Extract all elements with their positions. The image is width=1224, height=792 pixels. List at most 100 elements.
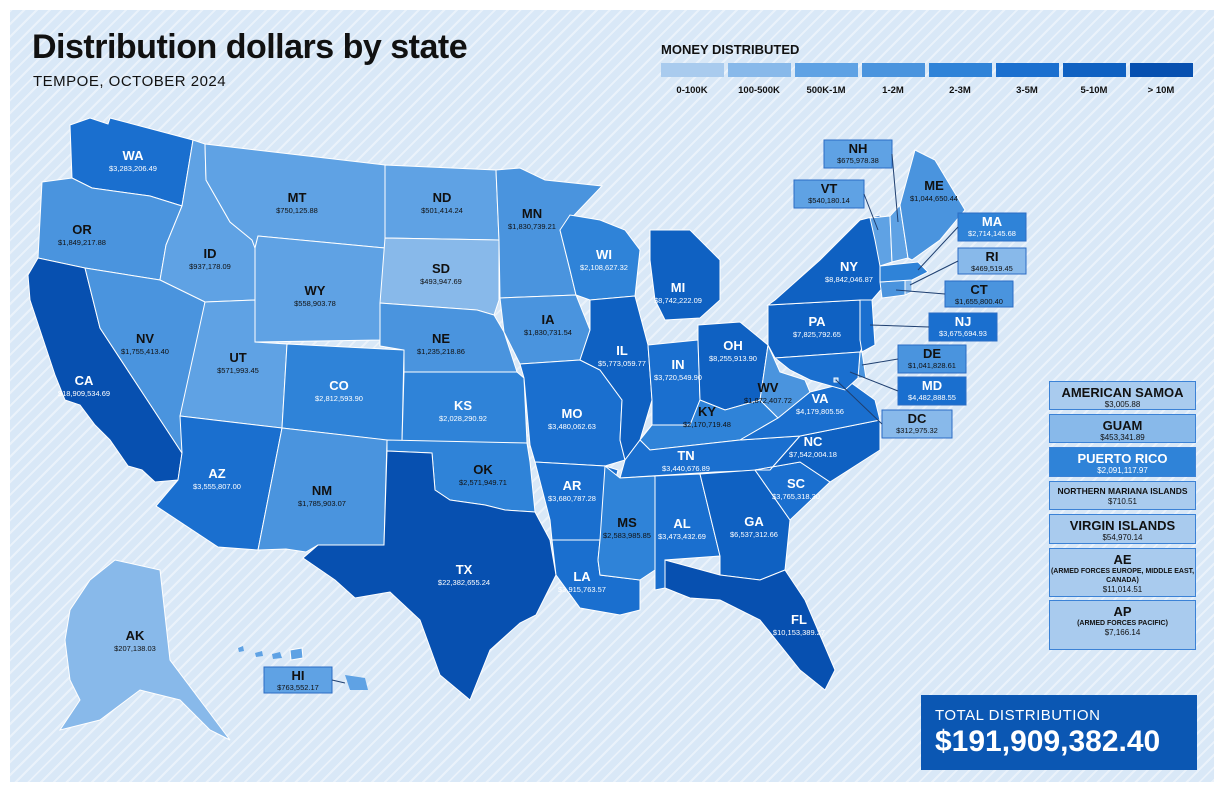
state-label-ut: UT (229, 350, 246, 365)
state-value-ar: $3,680,787.28 (548, 494, 596, 503)
state-shape-nj (859, 299, 876, 353)
territory-subtitle: (ARMED FORCES EUROPE, MIDDLE EAST, CANAD… (1050, 568, 1195, 584)
state-value-co: $2,812,593.90 (315, 394, 363, 403)
state-shape-me (899, 149, 966, 261)
legend-label-1: 100-500K (738, 85, 780, 96)
hawaii-island-1 (255, 651, 263, 657)
state-shape-ny (766, 214, 886, 317)
state-value-ok: $2,571,949.71 (459, 478, 507, 487)
territory-box-0: AMERICAN SAMOA $3,005.88 (1049, 381, 1196, 410)
state-value-nd: $501,414.24 (421, 206, 463, 215)
state-shape-ct (879, 279, 906, 299)
state-value-ut: $571,993.45 (217, 366, 259, 375)
leader-line-hi (331, 679, 346, 684)
state-label-nv: NV (136, 331, 154, 346)
state-shape-mi (649, 229, 721, 321)
state-value-ga: $6,537,312.66 (730, 530, 778, 539)
state-value-nc: $7,542,004.18 (789, 450, 837, 459)
hawaii-island-0 (238, 646, 244, 652)
legend-swatch-3 (862, 63, 925, 77)
state-label-or: OR (72, 222, 92, 237)
territory-name: PUERTO RICO (1077, 451, 1168, 466)
state-label-ky: KY (698, 404, 716, 419)
state-label-md: MD (922, 378, 942, 393)
state-value-oh: $8,255,913.90 (709, 354, 757, 363)
state-value-wy: $558,903.78 (294, 299, 336, 308)
total-value: $191,909,382.40 (935, 725, 1161, 758)
legend-label-4: 2-3M (949, 85, 971, 96)
state-label-ri: RI (986, 249, 999, 264)
state-label-nd: ND (433, 190, 452, 205)
state-shape-hi (289, 647, 304, 661)
state-value-in: $3,720,549.90 (654, 373, 702, 382)
territory-value: $11,014.51 (1102, 585, 1143, 594)
leader-line-md (849, 371, 899, 392)
leader-line-ct (895, 289, 946, 295)
state-value-ny: $8,842,046.87 (825, 275, 873, 284)
leader-line-ma (917, 226, 959, 271)
state-shape-wi (559, 214, 641, 301)
state-label-sd: SD (432, 261, 450, 276)
state-shape-vt (869, 215, 893, 267)
state-label-ne: NE (432, 331, 450, 346)
state-value-ak: $207,138.03 (114, 644, 156, 653)
state-label-ga: GA (744, 514, 764, 529)
state-label-la: LA (573, 569, 591, 584)
state-shape-co (281, 343, 405, 443)
state-shape-pa (767, 299, 873, 359)
territory-box-1: GUAM $453,341.89 (1049, 414, 1196, 443)
territory-box-5: AE (ARMED FORCES EUROPE, MIDDLE EAST, CAN… (1049, 548, 1196, 597)
state-labels: WA$3,283,206.49 OR$1,849,217.88 CA$18,909,… (58, 141, 1016, 692)
state-label-mi: MI (671, 280, 685, 295)
territory-name: AP (1113, 604, 1132, 619)
state-value-sc: $3,765,318.30 (772, 492, 820, 501)
hawaii-island-3 (345, 675, 368, 690)
state-label-al: AL (673, 516, 690, 531)
territory-value: $54,970.14 (1102, 533, 1143, 542)
state-label-wv: WV (758, 380, 779, 395)
state-shape-md (773, 351, 861, 391)
state-label-ok: OK (473, 462, 493, 477)
state-label-in: IN (672, 357, 685, 372)
state-value-id: $937,178.09 (189, 262, 231, 271)
state-value-nh: $675,978.38 (837, 156, 879, 165)
territory-value: $453,341.89 (1100, 433, 1145, 442)
state-value-al: $3,473,432.69 (658, 532, 706, 541)
state-label-hi: HI (292, 668, 305, 683)
territory-box-2: PUERTO RICO $2,091,117.97 (1049, 447, 1196, 477)
state-label-wi: WI (596, 247, 612, 262)
state-label-nj: NJ (955, 314, 972, 329)
state-label-mo: MO (562, 406, 583, 421)
state-label-ma: MA (982, 214, 1003, 229)
legend-label-5: 3-5M (1016, 85, 1038, 96)
territory-name: AMERICAN SAMOA (1061, 385, 1184, 400)
state-value-vt: $540,180.14 (808, 196, 850, 205)
callout-box-de (897, 344, 967, 374)
state-value-ri: $469,519.45 (971, 264, 1013, 273)
state-value-me: $1,044,650.44 (910, 194, 958, 203)
legend-title: MONEY DISTRIBUTED (661, 42, 800, 57)
page-subtitle: TEMPOE, OCTOBER 2024 (33, 73, 227, 90)
territory-box-6: AP (ARMED FORCES PACIFIC) $7,166.14 (1049, 600, 1196, 650)
state-value-mo: $3,480,062.63 (548, 422, 596, 431)
legend-label-0: 0-100K (676, 85, 708, 96)
hawaii-island-2 (272, 652, 282, 659)
legend-swatch-0 (661, 63, 724, 77)
state-value-tn: $3,440,676.89 (662, 464, 710, 473)
state-label-fl: FL (791, 612, 807, 627)
leader-line-dc (835, 379, 883, 425)
callout-box-hi (263, 666, 333, 694)
legend-label-7: > 10M (1147, 85, 1175, 96)
state-shape-ri (904, 279, 913, 296)
legend-swatch-2 (795, 63, 858, 77)
state-value-mt: $750,125.88 (276, 206, 318, 215)
page-title: Distribution dollars by state (32, 28, 468, 66)
state-label-me: ME (924, 178, 944, 193)
state-value-ks: $2,028,290.92 (439, 414, 487, 423)
state-value-pa: $7,825,792.65 (793, 330, 841, 339)
legend-label-2: 500K-1M (806, 85, 846, 96)
state-label-oh: OH (723, 338, 743, 353)
territory-name: NORTHERN MARIANA ISLANDS (1057, 486, 1188, 496)
